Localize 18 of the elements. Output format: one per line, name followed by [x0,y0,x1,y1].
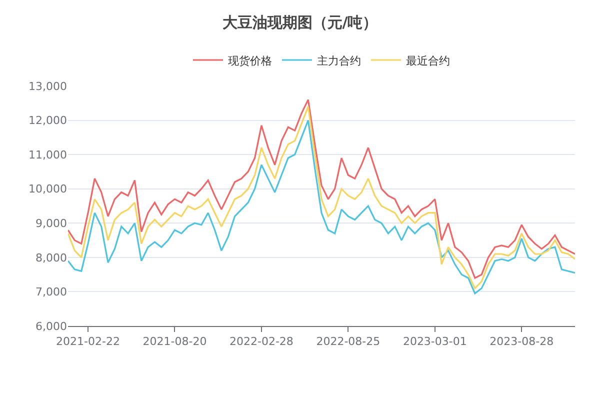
legend-label: 主力合约 [317,54,361,68]
x-tick-label: 2021-02-22 [56,335,120,348]
x-tick-label: 2021-08-20 [142,335,207,348]
y-tick-label: 12,000 [28,114,67,128]
y-tick-label: 9,000 [36,216,67,230]
y-tick-label: 7,000 [36,286,67,299]
y-tick-label: 13,000 [28,80,67,93]
legend-label: 现货价格 [228,54,272,68]
y-tick-label: 6,000 [36,320,67,333]
x-tick-label: 2023-03-01 [402,335,467,348]
y-tick-label: 11,000 [28,148,67,162]
x-tick-label: 2023-08-28 [490,335,554,348]
y-tick-label: 10,000 [28,182,67,196]
chart-title: 大豆油现期图（元/吨） [222,13,378,32]
x-tick-label: 2022-02-28 [229,335,294,348]
y-tick-label: 8,000 [36,251,67,264]
x-tick-label: 2022-08-25 [316,335,380,348]
legend-label: 最近合约 [406,54,450,68]
